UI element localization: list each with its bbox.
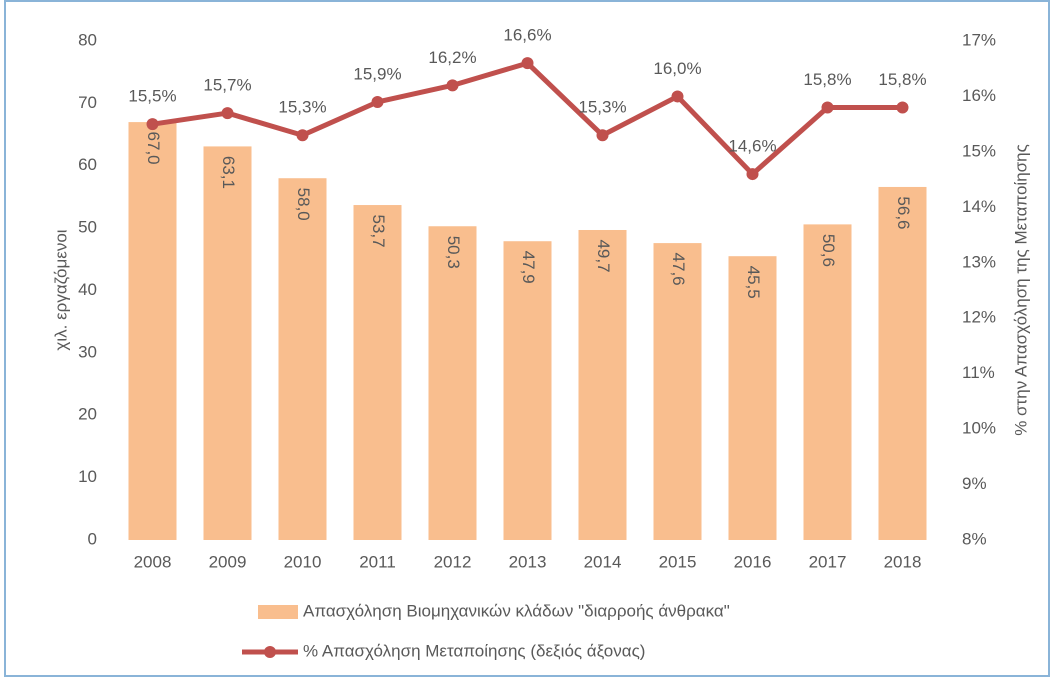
line-value-label: 15,8% [878, 70, 926, 89]
line-value-label: 15,7% [203, 76, 251, 95]
y-tick-label: 40 [78, 280, 97, 299]
line-marker [821, 101, 834, 114]
bar-value-label: 47,6 [669, 253, 688, 286]
line-marker [296, 129, 309, 142]
line-value-label: 15,5% [128, 87, 176, 106]
bar-value-label: 47,9 [519, 251, 538, 284]
line-value-label: 15,3% [578, 98, 626, 117]
bar [728, 256, 777, 540]
bar [878, 186, 927, 540]
y-axis-label: χιλ. εργαζόμενοι [51, 229, 70, 350]
bar [803, 224, 852, 540]
bar [428, 226, 477, 540]
y-tick-label: 30 [78, 342, 97, 361]
x-tick-label: 2013 [509, 552, 547, 571]
x-tick-label: 2012 [434, 552, 472, 571]
x-tick-label: 2010 [284, 552, 322, 571]
line-marker [371, 95, 384, 108]
y-tick-label: 70 [78, 93, 97, 112]
bar-value-label: 56,6 [894, 196, 913, 229]
bar [503, 241, 552, 540]
line-marker [596, 129, 609, 142]
y2-tick-label: 14% [962, 197, 996, 216]
y2-tick-label: 10% [962, 419, 996, 438]
x-tick-label: 2016 [734, 552, 772, 571]
y2-tick-label: 16% [962, 86, 996, 105]
bar-value-label: 50,6 [819, 234, 838, 267]
y2-tick-label: 12% [962, 308, 996, 327]
x-tick-label: 2015 [659, 552, 697, 571]
line-marker [521, 57, 534, 70]
x-tick-label: 2014 [584, 552, 622, 571]
line-value-label: 16,0% [653, 59, 701, 78]
bar [353, 205, 402, 540]
y-tick-label: 10 [78, 467, 97, 486]
y-tick-label: 50 [78, 218, 97, 237]
y-tick-label: 80 [78, 30, 97, 49]
line-marker [221, 107, 234, 120]
line-value-label: 16,6% [503, 26, 551, 45]
line-marker [146, 118, 159, 131]
x-tick-label: 2017 [809, 552, 847, 571]
line-marker [746, 168, 759, 181]
y-tick-label: 60 [78, 155, 97, 174]
y2-tick-label: 8% [962, 529, 987, 548]
bar [128, 122, 177, 541]
legend-swatch [264, 646, 276, 658]
line-value-label: 16,2% [428, 48, 476, 67]
x-tick-label: 2009 [209, 552, 247, 571]
line-value-label: 15,3% [278, 98, 326, 117]
y-tick-label: 0 [88, 529, 97, 548]
bar-value-label: 67,0 [144, 132, 163, 165]
bar-value-label: 50,3 [444, 236, 463, 269]
line-value-label: 14,6% [728, 137, 776, 156]
x-tick-label: 2008 [134, 552, 172, 571]
x-tick-label: 2018 [884, 552, 922, 571]
legend-label: % Απασχόληση Μεταποίησης (δεξιός άξονας) [303, 641, 645, 660]
y-tick-label: 20 [78, 405, 97, 424]
x-tick-label: 2011 [359, 552, 396, 571]
y2-tick-label: 11% [962, 363, 995, 382]
bar-value-label: 63,1 [219, 156, 238, 189]
y2-tick-label: 9% [962, 474, 987, 493]
y2-tick-label: 15% [962, 141, 996, 160]
bar [653, 243, 702, 540]
y2-tick-label: 13% [962, 252, 996, 271]
legend-label: Απασχόληση Βιομηχανικών κλάδων "διαρροής… [303, 601, 730, 620]
bar [203, 146, 252, 540]
bar-value-label: 45,5 [744, 266, 763, 299]
line-marker [896, 101, 909, 114]
bar [578, 229, 627, 540]
bar-value-label: 58,0 [294, 188, 313, 221]
line-value-label: 15,8% [803, 70, 851, 89]
legend-swatch [258, 605, 298, 619]
line-marker [671, 90, 684, 103]
y2-tick-label: 17% [962, 30, 996, 49]
y2-axis-label: % στην Απασχόληση της Μεταποίησης [1011, 144, 1030, 436]
bar-value-label: 49,7 [594, 239, 613, 272]
line-value-label: 15,9% [353, 64, 401, 83]
bar [278, 178, 327, 540]
line-marker [446, 79, 459, 92]
bar-value-label: 53,7 [369, 214, 388, 247]
